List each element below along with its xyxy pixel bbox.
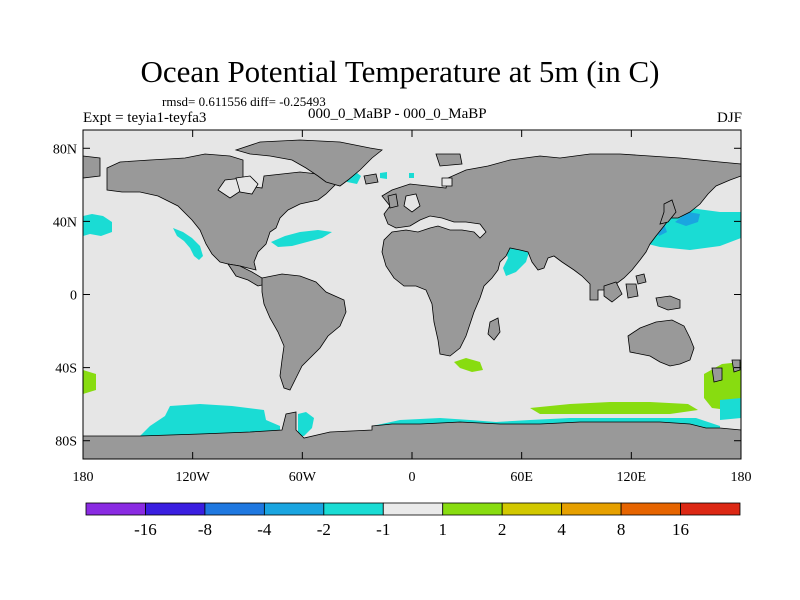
lon-tick-label: 180 xyxy=(731,470,752,485)
chart-title: Ocean Potential Temperature at 5m (in C) xyxy=(140,54,660,89)
colorbar-swatch xyxy=(382,502,444,516)
lon-tick-label: 0 xyxy=(409,470,416,485)
experiment-names: 000_0_MaBP - 000_0_MaBP xyxy=(308,106,487,122)
colorbar-label: -16 xyxy=(134,520,157,539)
land-indonesia-1 xyxy=(603,281,623,303)
stats-text: rmsd= 0.611556 diff= -0.25493 xyxy=(162,94,326,109)
anomaly-cyan-barents xyxy=(380,172,387,179)
colorbar-label: 4 xyxy=(557,520,566,539)
colorbar-swatch xyxy=(680,502,741,516)
colorbar-label: 8 xyxy=(617,520,626,539)
land-madagascar xyxy=(487,317,501,341)
map-layer xyxy=(82,129,742,460)
land-scandinavia-hole-island xyxy=(403,193,421,213)
lat-tick-label: 80N xyxy=(53,142,77,157)
lat-tick-label: 80S xyxy=(55,435,77,450)
colorbar-label: -2 xyxy=(317,520,331,539)
colorbar-swatch xyxy=(442,502,503,516)
land-uk xyxy=(387,193,399,209)
anomaly-cyan-weddell xyxy=(298,412,314,436)
anomaly-cyan-southern-pacific xyxy=(140,404,280,436)
lon-tick-label: 60W xyxy=(289,470,317,485)
land-iceland xyxy=(363,173,379,185)
lat-tick-label: 40S xyxy=(55,362,77,377)
colorbar-swatch xyxy=(501,502,563,516)
land-antarctica xyxy=(82,411,742,460)
land-new-guinea xyxy=(655,295,681,311)
land-japan xyxy=(659,199,677,225)
land-svalbard xyxy=(441,177,453,187)
anomaly-cyan-arctic-dot xyxy=(409,173,414,178)
colorbar-label: 16 xyxy=(672,520,689,539)
lon-tick-label: 180 xyxy=(73,470,94,485)
land-hudson-hole xyxy=(235,175,259,195)
anomaly-cyan-w-pacific-north xyxy=(83,214,112,236)
anomaly-cyan-n-atlantic xyxy=(271,230,332,247)
colorbar-swatch xyxy=(85,502,146,516)
colorbar-label: 1 xyxy=(438,520,447,539)
season-label: DJF xyxy=(716,110,742,126)
colorbar-label: 2 xyxy=(498,520,507,539)
colorbar-label: -8 xyxy=(198,520,212,539)
land-nz-south xyxy=(711,367,723,383)
land-indonesia-3 xyxy=(635,273,647,285)
land-arctic-islands xyxy=(435,153,463,167)
colorbar-swatch xyxy=(145,502,206,516)
anomaly-blue-kuroshio-core xyxy=(675,212,700,226)
land-greenland xyxy=(234,139,383,187)
colorbar-swatch xyxy=(263,502,325,516)
land-australia xyxy=(627,319,695,367)
land-indonesia-2 xyxy=(625,283,639,299)
colorbar-swatch xyxy=(561,502,622,516)
colorbar: -16 -8 -4 -2 -1 1 2 4 8 16 xyxy=(85,502,741,539)
land-new-zealand xyxy=(731,359,741,373)
land-south-america xyxy=(261,273,347,391)
colorbar-swatch xyxy=(204,502,265,516)
colorbar-swatch xyxy=(620,502,681,516)
lon-tick-label: 60E xyxy=(510,470,533,485)
colorbar-swatch xyxy=(323,502,384,516)
anomaly-cyan-e-pacific xyxy=(173,228,203,260)
lat-tick-label: 0 xyxy=(70,289,77,304)
lon-tick-label: 120W xyxy=(176,470,211,485)
anomaly-cyan-red-sea xyxy=(503,243,530,276)
lon-tick-label: 120E xyxy=(617,470,647,485)
anomaly-green-indian-south xyxy=(454,358,483,372)
anomaly-green-southern-band xyxy=(530,402,698,414)
land-eurasia-africa xyxy=(381,153,742,357)
anomaly-green-s-pacific-edge xyxy=(83,370,96,394)
experiment-label: Expt = teyia1-teyfa3 xyxy=(83,110,207,126)
anomaly-cyan-tasman-strip xyxy=(720,398,741,420)
lat-tick-label: 40N xyxy=(53,215,77,230)
colorbar-label: -1 xyxy=(376,520,390,539)
colorbar-label: -4 xyxy=(257,520,272,539)
axis-ticks: 180 120W 60W 0 60E 120E 180 80N 40N 0 40S 80S xyxy=(53,130,752,485)
land-alaska-west xyxy=(82,155,101,179)
land-masses xyxy=(82,139,742,460)
